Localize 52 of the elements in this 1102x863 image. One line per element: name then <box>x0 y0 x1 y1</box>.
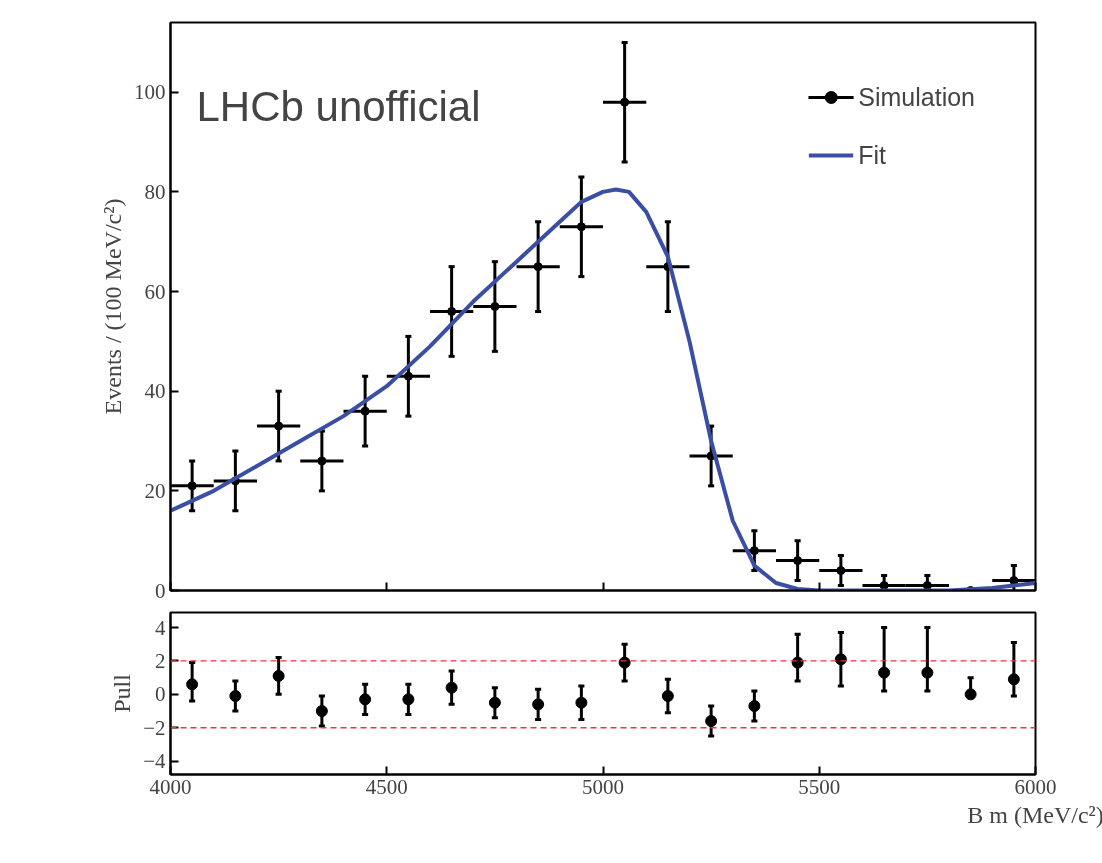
point <box>359 693 372 706</box>
point <box>488 696 501 709</box>
point <box>403 371 413 381</box>
annotation: LHCb unofficial <box>196 82 481 130</box>
y-axis-title: Events / (100 MeV/c²) <box>100 198 126 415</box>
legend-label: Simulation <box>858 82 975 112</box>
x-tick-label: 5000 <box>582 774 624 799</box>
point <box>447 306 457 316</box>
y-tick-label: 80 <box>144 179 166 204</box>
point <box>964 688 977 701</box>
y-tick-label: 100 <box>134 80 166 105</box>
y-tick-label: −4 <box>143 749 166 774</box>
y-tick-label: 4 <box>155 615 166 640</box>
y-tick-label: 0 <box>155 682 166 707</box>
y-tick-label: 60 <box>144 279 166 304</box>
point <box>445 681 458 694</box>
y-tick-label: 40 <box>144 379 166 404</box>
legend-label: Fit <box>858 140 887 170</box>
point <box>402 693 415 706</box>
point <box>274 421 284 431</box>
point <box>315 705 328 718</box>
y-tick-label: 0 <box>155 578 166 603</box>
x-tick-label: 5500 <box>798 774 841 799</box>
point <box>575 696 588 709</box>
point <box>748 700 761 713</box>
point <box>490 302 500 311</box>
point <box>317 456 327 466</box>
point <box>272 669 285 682</box>
x-tick-label: 6000 <box>1014 774 1057 799</box>
x-tick-label: 4500 <box>365 774 408 799</box>
point <box>1007 673 1020 686</box>
point <box>705 715 718 728</box>
point <box>921 666 934 679</box>
point <box>661 690 674 702</box>
point <box>878 666 891 679</box>
point <box>836 566 846 576</box>
point <box>793 556 803 566</box>
point <box>360 406 370 416</box>
y-tick-label: −2 <box>143 715 166 740</box>
point <box>576 222 586 232</box>
point <box>749 546 759 556</box>
y-tick-label: 20 <box>144 478 166 503</box>
point <box>186 678 199 691</box>
x-axis-title: B m (MeV/c²) <box>967 801 1102 828</box>
point <box>229 690 242 702</box>
y-tick-label: 2 <box>155 648 166 673</box>
point <box>187 481 197 491</box>
point <box>533 262 543 272</box>
point <box>620 97 630 107</box>
y-axis-title: Pull <box>109 673 136 713</box>
point <box>532 698 545 711</box>
x-tick-label: 4000 <box>149 774 192 799</box>
